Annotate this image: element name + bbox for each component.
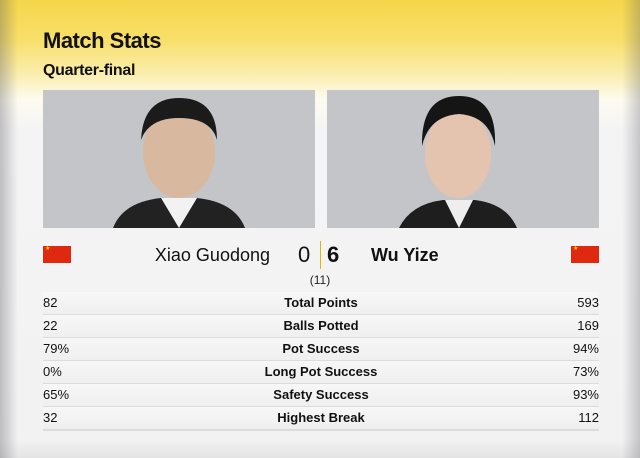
player-photo-right xyxy=(327,90,599,228)
background-edge-left xyxy=(0,0,18,458)
stat-row: 32 Highest Break 112 xyxy=(43,407,599,431)
score-divider xyxy=(320,241,321,269)
page-title: Match Stats xyxy=(43,28,161,53)
player-name-left: Xiao Guodong xyxy=(154,245,270,265)
stat-left: 65% xyxy=(43,387,70,402)
stat-right: 593 xyxy=(577,295,599,310)
player-name-right: Wu Yize xyxy=(371,245,439,265)
stat-label: Total Points xyxy=(284,295,358,310)
china-flag-icon xyxy=(571,245,599,263)
stat-right: 112 xyxy=(578,410,599,425)
china-flag-icon xyxy=(43,245,71,263)
stat-right: 169 xyxy=(577,318,599,333)
stat-left: 32 xyxy=(43,410,58,425)
stat-left: 22 xyxy=(43,318,58,333)
stat-row: 0% Long Pot Success 73% xyxy=(43,361,599,385)
score-right: 6 xyxy=(327,242,340,267)
stat-label: Long Pot Success xyxy=(264,364,378,379)
stat-row: 79% Pot Success 94% xyxy=(43,338,599,362)
background-edge-right xyxy=(622,0,640,458)
stat-left: 79% xyxy=(43,341,70,356)
stat-row: 22 Balls Potted 169 xyxy=(43,315,599,339)
stat-left: 82 xyxy=(43,295,58,310)
stat-label: Balls Potted xyxy=(283,318,359,333)
stat-right: 94% xyxy=(572,341,599,356)
stat-label: Highest Break xyxy=(277,410,365,425)
stat-right: 93% xyxy=(572,387,599,402)
stat-left: 0% xyxy=(43,364,62,379)
stat-label: Pot Success xyxy=(282,341,360,356)
stat-right: 73% xyxy=(572,364,599,379)
round-subtitle: Quarter-final xyxy=(43,62,136,79)
stat-row: 65% Safety Success 93% xyxy=(43,384,599,408)
stat-row: 82 Total Points 593 xyxy=(43,292,599,316)
player-photo-left xyxy=(43,90,315,228)
stat-label: Safety Success xyxy=(273,387,369,402)
frames-count: (11) xyxy=(309,273,331,287)
score-left: 0 xyxy=(298,242,311,267)
